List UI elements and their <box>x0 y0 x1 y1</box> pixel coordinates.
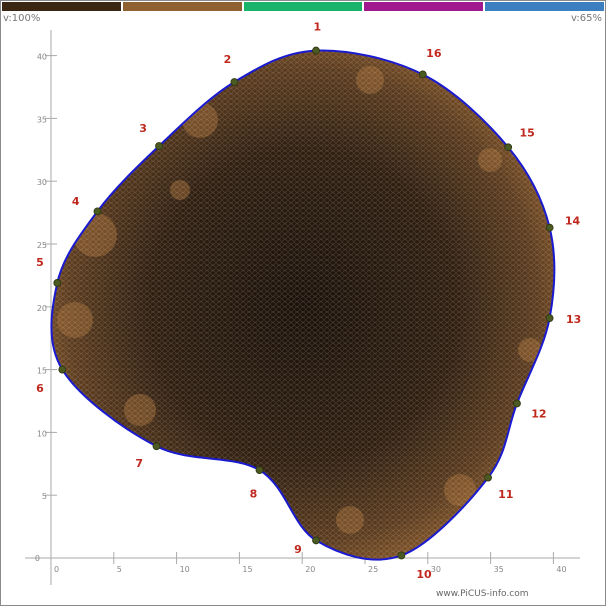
sensor-label: 4 <box>72 195 80 208</box>
sensor-label: 9 <box>294 543 302 556</box>
sensor-point[interactable] <box>504 143 513 152</box>
sensor-label: 7 <box>135 457 143 470</box>
axes: 051015202530354045051015202530354045 <box>25 30 580 585</box>
velocity-min-label: v:65% <box>571 13 602 24</box>
x-tick-label: 30 <box>431 565 441 574</box>
velocity-color-scale <box>2 2 604 11</box>
sensor-label: 10 <box>416 568 432 581</box>
sensor-point[interactable] <box>484 473 492 482</box>
sensor-label: 3 <box>139 122 147 135</box>
y-tick-label: 40 <box>37 53 47 62</box>
y-tick-label: 15 <box>37 367 47 376</box>
velocity-max-label: v:100% <box>3 13 41 24</box>
sensor-point[interactable] <box>545 223 554 232</box>
y-tick-label: 10 <box>37 429 47 438</box>
sensor-point[interactable] <box>230 78 239 86</box>
website-label: www.PiCUS-info.com <box>436 589 529 599</box>
y-tick-label: 30 <box>37 178 47 187</box>
sensor-label: 15 <box>520 127 535 140</box>
sensor-point[interactable] <box>312 46 320 55</box>
x-tick-label: 5 <box>117 565 122 574</box>
y-tick-label: 20 <box>37 304 47 313</box>
color-scale-segment <box>122 2 242 11</box>
sensor-label: 16 <box>426 47 442 60</box>
sensor-point[interactable] <box>397 551 406 560</box>
sensor-label: 1 <box>313 21 321 34</box>
sensor-label: 11 <box>498 488 513 501</box>
color-scale-segment <box>243 2 363 11</box>
y-tick-label: 0 <box>35 554 40 563</box>
y-tick-label: 35 <box>37 115 47 124</box>
x-tick-label: 35 <box>494 565 504 574</box>
sensor-label: 5 <box>36 256 44 269</box>
x-tick-label: 20 <box>305 565 315 574</box>
sensor-point[interactable] <box>152 442 161 451</box>
x-tick-label: 0 <box>54 565 59 574</box>
sensor-label: 12 <box>531 407 546 420</box>
x-tick-label: 40 <box>556 565 566 574</box>
color-scale-segment <box>485 2 604 11</box>
sensor-label: 8 <box>250 487 258 500</box>
sensor-label: 2 <box>224 53 232 66</box>
sensor-point[interactable] <box>155 142 163 150</box>
sensor-label: 6 <box>36 382 44 395</box>
sensor-point[interactable] <box>58 365 67 374</box>
sensor-point[interactable] <box>513 399 521 408</box>
sensor-point[interactable] <box>255 466 264 474</box>
x-tick-label: 25 <box>368 565 378 574</box>
sensor-point[interactable] <box>53 279 62 287</box>
y-tick-label: 25 <box>37 241 47 250</box>
sensor-label: 14 <box>565 214 581 227</box>
sensor-point[interactable] <box>312 536 320 545</box>
sensor-point[interactable] <box>93 207 102 216</box>
y-tick-label: 5 <box>42 492 47 501</box>
sensor-point[interactable] <box>418 70 427 79</box>
sensor-label: 13 <box>566 313 581 326</box>
color-scale-segment <box>364 2 484 11</box>
x-tick-label: 15 <box>242 565 252 574</box>
x-tick-label: 10 <box>180 565 190 574</box>
color-scale-segment <box>2 2 121 11</box>
mesh-overlay <box>51 50 555 560</box>
sensor-point[interactable] <box>545 314 554 323</box>
